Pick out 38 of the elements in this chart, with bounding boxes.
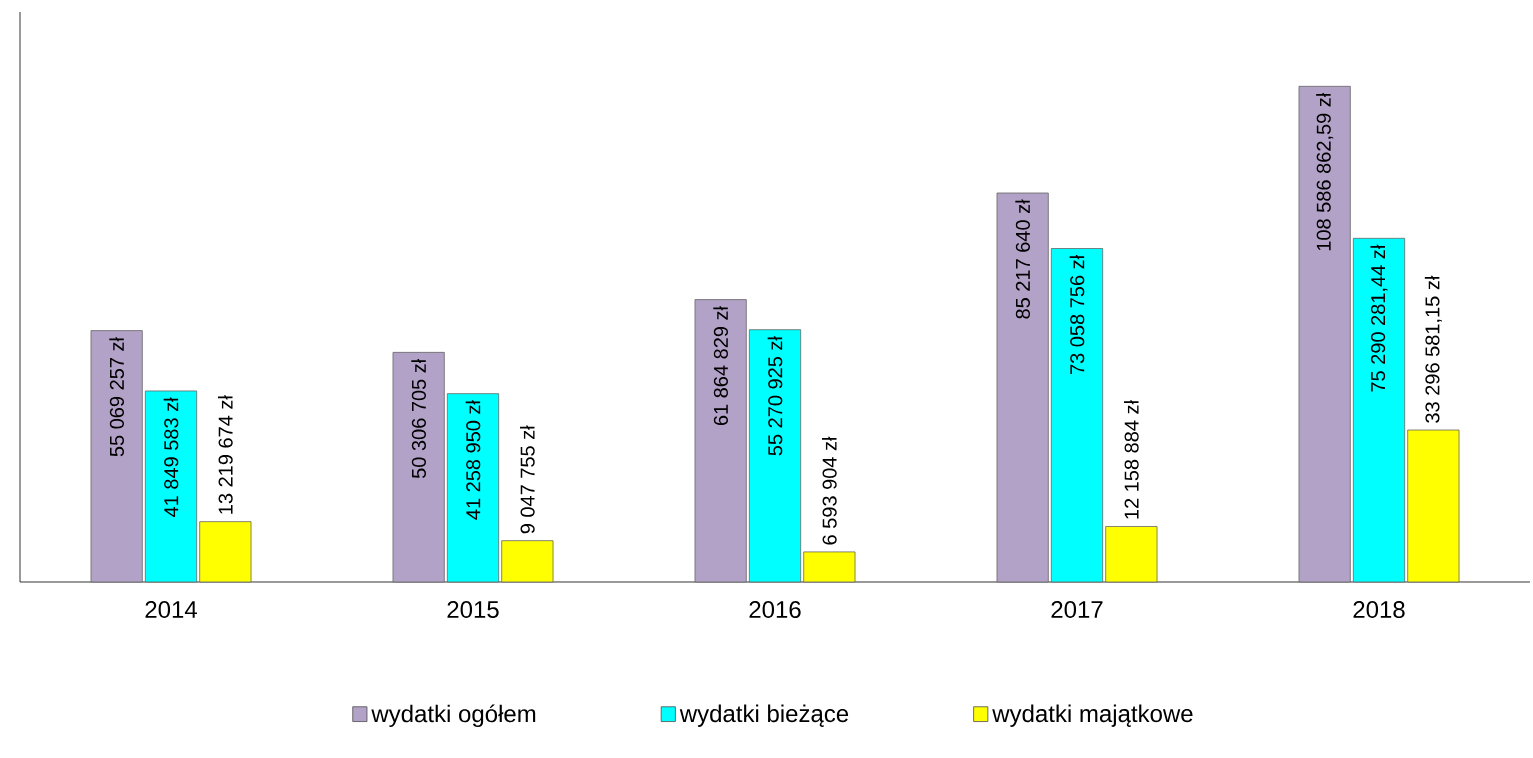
bar xyxy=(694,299,747,583)
bar xyxy=(392,351,445,583)
bar xyxy=(996,192,1049,583)
bar xyxy=(1298,85,1351,583)
data-label: 75 290 281,44 zł xyxy=(1370,244,1388,392)
data-label: 6 593 904 zł xyxy=(822,436,837,545)
x-tick-label: 2017 xyxy=(1051,601,1103,619)
legend-label: wydatki ogółem xyxy=(371,704,536,728)
bar xyxy=(90,330,143,583)
bar xyxy=(446,393,500,583)
data-label: 41 258 950 zł xyxy=(465,400,481,520)
legend-label: wydatki bieżące xyxy=(679,704,849,727)
bar xyxy=(1407,429,1460,583)
data-label: 41 849 583 zł xyxy=(163,397,179,517)
x-tick-label: 2016 xyxy=(749,601,801,619)
x-tick-label: 2014 xyxy=(145,601,197,619)
legend-label: wydatki majątkowe xyxy=(992,704,1193,727)
bar xyxy=(1050,248,1104,583)
bar xyxy=(803,551,856,583)
data-label: 61 864 829 zł xyxy=(713,306,728,426)
x-tick-label: 2018 xyxy=(1353,601,1405,619)
bar xyxy=(199,521,252,583)
bar xyxy=(501,540,554,583)
data-label: 33 296 581,15 zł xyxy=(1424,275,1442,423)
data-label: 55 270 925 zł xyxy=(767,336,783,456)
data-label: 108 586 862,59 zł xyxy=(1316,92,1334,251)
data-label: 85 217 640 zł xyxy=(1015,199,1030,319)
bar xyxy=(748,329,802,583)
data-label: 50 306 705 zł xyxy=(411,358,426,479)
bar xyxy=(1352,237,1406,583)
data-label: 12 158 884 zł xyxy=(1124,400,1139,519)
data-label: 13 219 674 zł xyxy=(218,395,233,514)
data-label: 73 058 756 zł xyxy=(1069,255,1085,374)
bar xyxy=(1105,526,1158,583)
bar xyxy=(144,390,198,583)
data-label: 9 047 755 zł xyxy=(520,425,535,534)
x-tick-label: 2015 xyxy=(447,601,499,619)
data-label: 55 069 257 zł xyxy=(109,337,124,457)
